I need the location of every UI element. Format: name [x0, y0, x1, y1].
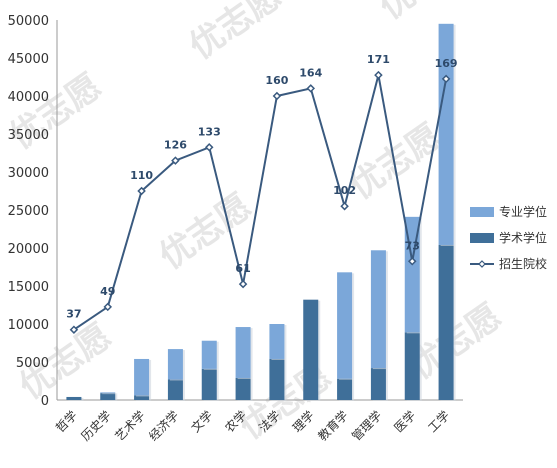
bar	[438, 244, 454, 400]
bar	[100, 393, 116, 400]
bar	[201, 340, 217, 369]
y-tick-label: 20000	[8, 242, 49, 257]
bar	[269, 324, 285, 359]
legend-label: 专业学位	[499, 204, 547, 219]
line-point	[69, 325, 79, 334]
bar-shadow	[102, 393, 118, 395]
bar	[66, 396, 82, 400]
bars-layer	[66, 23, 456, 401]
data-label: 169	[435, 57, 458, 70]
x-tick-label: 医学	[391, 408, 419, 436]
bar	[167, 379, 183, 400]
bar	[337, 378, 353, 400]
bar	[269, 358, 285, 400]
y-tick-label: 5000	[16, 356, 49, 371]
y-tick-label: 0	[41, 394, 49, 409]
x-tick-label: 工学	[425, 408, 453, 436]
line-point	[137, 186, 146, 196]
x-tick-label: 文学	[188, 408, 216, 436]
y-tick-label: 30000	[8, 166, 49, 181]
legend-label: 招生院校	[499, 256, 547, 271]
data-label: 126	[164, 139, 187, 152]
data-label: 102	[333, 184, 356, 197]
watermark-text: 优志愿	[372, 0, 478, 27]
data-label: 49	[100, 285, 115, 298]
x-tick-label: 艺术学	[112, 408, 148, 444]
bar	[134, 358, 150, 396]
bar	[370, 368, 386, 400]
line-point	[374, 70, 383, 80]
bar	[100, 392, 116, 394]
bar	[303, 299, 319, 400]
line-point	[306, 84, 316, 93]
data-label: 164	[299, 66, 322, 79]
line-point	[272, 91, 282, 101]
line-point	[340, 201, 349, 211]
data-label: 37	[66, 308, 81, 321]
bar	[404, 332, 420, 400]
legend-marker	[478, 260, 486, 268]
bar	[337, 272, 353, 379]
bar	[167, 349, 183, 380]
data-label: 110	[130, 169, 153, 182]
data-label: 171	[367, 53, 390, 66]
y-tick-label: 15000	[8, 280, 49, 295]
y-tick-label: 50000	[8, 14, 49, 29]
line-layer: 37 49 110 126 133 61 160 164 102 171 73 169	[66, 53, 458, 334]
y-tick-label: 40000	[8, 90, 49, 105]
data-label: 133	[198, 125, 221, 138]
y-tick-label: 45000	[8, 52, 49, 67]
line-point	[407, 257, 417, 266]
x-tick-label: 管理学	[348, 408, 384, 444]
x-tick-label: 经济学	[145, 408, 181, 444]
bar	[235, 377, 251, 400]
x-tick-label: 历史学	[78, 408, 114, 444]
data-label: 61	[235, 262, 250, 275]
x-tick-label: 哲学	[52, 408, 80, 436]
watermark-text: 优志愿	[2, 66, 108, 157]
bar	[201, 368, 217, 400]
bar	[134, 395, 150, 400]
bar	[235, 327, 251, 378]
legend-swatch	[470, 207, 494, 217]
x-tick-label: 教育学	[315, 408, 351, 444]
legend-label: 学术学位	[499, 230, 547, 245]
series-line	[73, 74, 448, 331]
y-tick-label: 25000	[8, 204, 49, 219]
legend-swatch	[470, 233, 494, 243]
line-point	[171, 156, 180, 165]
data-label: 160	[265, 74, 288, 87]
y-tick-label: 10000	[8, 318, 49, 333]
watermark-layer: 优志愿优志愿优志愿优志愿优志愿优志愿优志愿优志愿	[2, 0, 508, 447]
watermark-text: 优志愿	[342, 116, 448, 207]
line-point	[238, 279, 248, 289]
line-point	[441, 74, 451, 84]
line-point	[204, 143, 214, 152]
line-point	[103, 302, 113, 312]
y-tick-label: 35000	[8, 128, 49, 143]
watermark-text: 优志愿	[182, 0, 288, 67]
bar	[370, 250, 386, 369]
data-label: 73	[405, 239, 420, 252]
